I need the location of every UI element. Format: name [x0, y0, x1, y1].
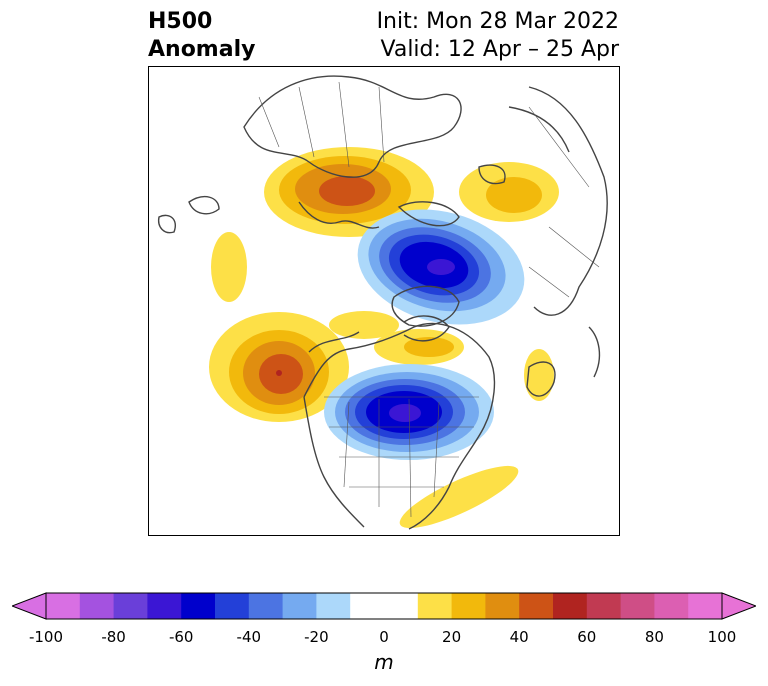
colorbar-segment [215, 593, 250, 619]
colorbar-segment [620, 593, 655, 619]
title-right: Init: Mon 28 Mar 2022 Valid: 12 Apr – 25… [377, 8, 619, 64]
colorbar-extend-max [721, 592, 756, 620]
colorbar-segment [586, 593, 622, 619]
colorbar-segment [451, 593, 486, 619]
colorbar-tick-label: 20 [442, 628, 462, 646]
anomaly-positive-pacific [209, 232, 399, 422]
colorbar-segment [113, 593, 148, 619]
colorbar-unit-label: m [374, 650, 394, 674]
title-field: H500 [148, 9, 213, 34]
colorbar-tick-label: -80 [101, 628, 126, 646]
colorbar-extend-min [12, 592, 47, 620]
colorbar-tick-label: 60 [577, 628, 597, 646]
colorbar-tick-label: 0 [379, 628, 389, 646]
anomaly-positive-europe [264, 147, 559, 237]
anomaly-positive-arctic [374, 329, 554, 401]
colorbar-segment [384, 593, 419, 619]
title-left: H500 Anomaly [148, 8, 255, 64]
colorbar-segment [181, 593, 216, 619]
colorbar-tick-label: 80 [644, 628, 664, 646]
anomaly-negative-canada [324, 364, 494, 460]
valid-range: Valid: 12 Apr – 25 Apr [380, 37, 620, 62]
colorbar-segment [417, 593, 453, 619]
init-date: Init: Mon 28 Mar 2022 [376, 9, 619, 34]
anomaly-positive-atlantic [399, 465, 519, 529]
colorbar-segment [519, 593, 554, 619]
coastlines [157, 75, 608, 530]
colorbar-segment [485, 593, 520, 619]
colorbar-tick-label: -60 [168, 628, 194, 646]
colorbar-segment [248, 593, 284, 619]
colorbar [12, 592, 756, 620]
colorbar-segment [350, 593, 385, 619]
colorbar-segment [79, 593, 115, 619]
colorbar-segment [147, 593, 182, 619]
colorbar-segment [46, 593, 81, 619]
colorbar-segment [688, 593, 723, 619]
anomaly-map [148, 66, 620, 536]
colorbar-tick-label: -100 [28, 628, 64, 646]
colorbar-tick-label: 100 [707, 628, 737, 646]
colorbar-border [45, 592, 723, 620]
map-svg [157, 75, 608, 530]
colorbar-segment [282, 593, 317, 619]
colorbar-segment [553, 593, 588, 619]
colorbar-tick-label: 40 [509, 628, 529, 646]
colorbar-tick-label: -40 [236, 628, 262, 646]
colorbar-segment [654, 593, 689, 619]
borders [258, 81, 600, 518]
colorbar-segment [316, 593, 351, 619]
title-field-type: Anomaly [148, 37, 256, 62]
colorbar-tick-label: -20 [304, 628, 329, 646]
anomaly-negative-siberia [357, 209, 525, 325]
